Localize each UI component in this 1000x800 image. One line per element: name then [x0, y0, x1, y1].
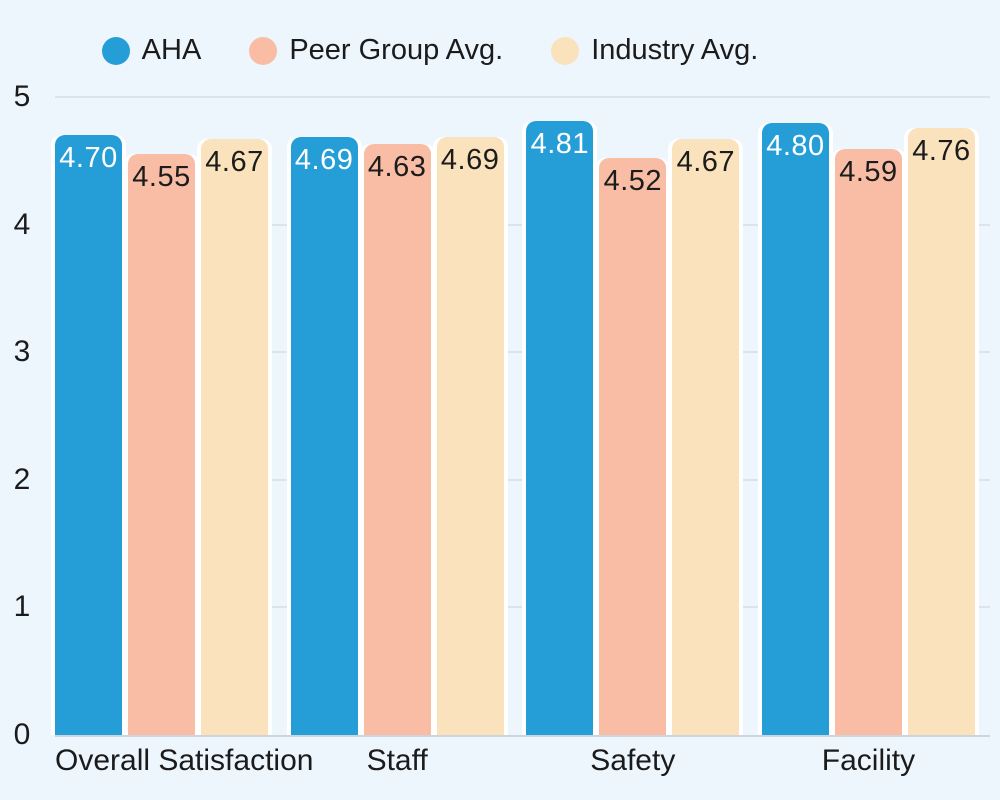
legend-item-peer-group-avg[interactable]: Peer Group Avg. — [249, 34, 503, 67]
bar-value-label: 4.67 — [205, 146, 264, 179]
bars-layer: 4.70 4.55 4.67 4.69 4.63 4.69 4.81 4.52 4.67 4.80… — [55, 97, 975, 735]
bar-aha-safety: 4.81 — [526, 121, 594, 735]
bar-value-label: 4.69 — [440, 143, 500, 176]
bar-peer-group-avg-safety: 4.52 — [599, 158, 667, 735]
legend-item-industry-avg[interactable]: Industry Avg. — [551, 34, 758, 67]
x-axis-label-staff: Staff — [366, 744, 428, 777]
y-tick-label-1: 1 — [13, 590, 31, 624]
legend-label: Peer Group Avg. — [289, 34, 504, 66]
bar-value-label: 4.76 — [912, 134, 971, 167]
x-axis-label-overall-satisfaction: Overall Satisfaction — [55, 744, 314, 777]
x-axis-label-facility: Facility — [821, 744, 916, 777]
y-tick-label-4: 4 — [13, 207, 31, 241]
gridline-3 — [55, 351, 990, 354]
bar-industry-avg-safety: 4.67 — [672, 139, 740, 735]
gridline-5 — [55, 96, 990, 98]
gridline-1 — [55, 606, 990, 609]
bar-aha-facility: 4.80 — [761, 122, 829, 735]
legend-item-aha[interactable]: AHA — [101, 34, 202, 67]
legend-label: Industry Avg. — [591, 34, 759, 66]
bar-value-label: 4.70 — [59, 142, 118, 175]
x-axis-category-labels: Overall Satisfaction Staff Safety Facility — [55, 744, 975, 778]
bar-value-label: 4.63 — [367, 151, 427, 184]
bar-value-label: 4.52 — [603, 165, 663, 198]
bar-aha-overall-satisfaction: 4.70 — [55, 135, 122, 735]
bar-group-facility: 4.80 4.59 4.76 — [761, 97, 975, 735]
bar-group-overall-satisfaction: 4.70 4.55 4.67 — [55, 97, 268, 735]
bar-peer-group-avg-overall-satisfaction: 4.55 — [128, 154, 195, 735]
bar-industry-avg-facility: 4.76 — [907, 127, 975, 735]
y-tick-label-2: 2 — [13, 462, 31, 496]
y-tick-label-0: 0 — [13, 718, 31, 751]
bar-value-label: 4.55 — [132, 161, 191, 194]
bar-value-label: 4.67 — [676, 146, 736, 179]
legend-swatch-peer-group-avg — [249, 36, 278, 65]
legend-swatch-aha — [101, 36, 130, 65]
bar-group-safety: 4.81 4.52 4.67 — [526, 97, 740, 735]
y-tick-label-5: 5 — [13, 80, 31, 113]
bar-peer-group-avg-facility: 4.59 — [834, 149, 902, 735]
gridline-4 — [55, 223, 990, 226]
legend-swatch-industry-avg — [551, 36, 580, 65]
bar-value-label: 4.59 — [839, 156, 898, 189]
bar-value-label: 4.69 — [294, 143, 354, 176]
bar-aha-staff: 4.69 — [290, 136, 358, 735]
gridline-2 — [55, 478, 990, 481]
x-axis-line — [55, 735, 990, 737]
bar-industry-avg-overall-satisfaction: 4.67 — [201, 139, 268, 735]
y-tick-label-3: 3 — [13, 335, 31, 369]
bar-group-staff: 4.69 4.63 4.69 — [290, 97, 504, 735]
x-axis-label-safety: Safety — [590, 744, 676, 777]
bar-peer-group-avg-staff: 4.63 — [363, 144, 431, 735]
bar-industry-avg-staff: 4.69 — [436, 136, 504, 735]
chart-legend: AHA Peer Group Avg. Industry Avg. — [0, 34, 1000, 67]
bar-value-label: 4.81 — [530, 128, 590, 161]
bar-value-label: 4.80 — [766, 129, 825, 162]
legend-label: AHA — [141, 34, 202, 66]
